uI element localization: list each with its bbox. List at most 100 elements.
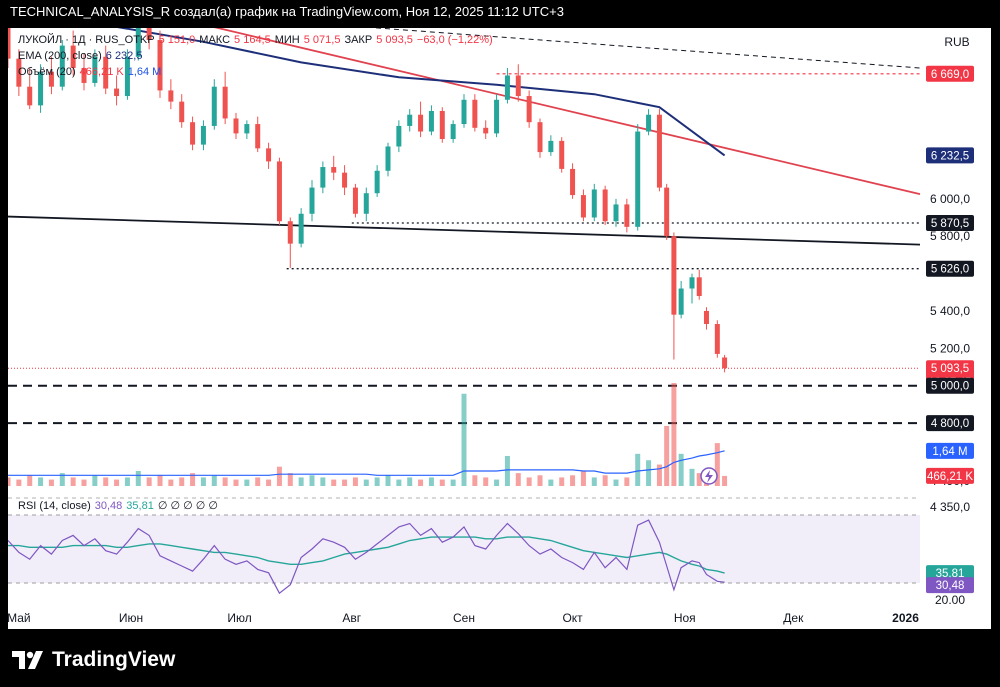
candle-body <box>580 195 586 218</box>
candle-body <box>103 56 109 89</box>
candle-body <box>613 204 619 222</box>
legend-vol-value: 466,21 K <box>79 66 124 78</box>
month-label: 2026 <box>892 611 919 625</box>
volume-bar <box>678 453 684 486</box>
month-label: Июн <box>119 611 143 625</box>
candle-body <box>168 90 174 102</box>
volume-bar <box>570 475 576 486</box>
price-badge-label: 5 093,5 <box>931 363 969 375</box>
volume-bar <box>211 475 217 486</box>
tradingview-brand[interactable]: TradingView <box>12 648 175 672</box>
candle-body <box>624 204 630 227</box>
legend-close: 5 093,5 <box>376 34 413 46</box>
legend-ema-label: EMA (200, close) <box>18 50 102 62</box>
legend-volume: Объём (20) 466,21 K 1,64 M <box>18 66 165 78</box>
volume-bar <box>287 473 293 486</box>
volume-bar <box>103 477 109 486</box>
volume-bar <box>363 479 369 486</box>
candle-body <box>298 213 304 244</box>
volume-bar <box>504 455 510 486</box>
candle-body <box>233 118 239 134</box>
candle-body <box>656 114 662 188</box>
month-label: Июл <box>227 611 251 625</box>
volume-bar <box>591 477 597 486</box>
candle-body <box>320 167 326 188</box>
legend-low-label: МИН <box>274 34 300 46</box>
volume-bar <box>635 453 641 486</box>
legend-high: 5 164,5 <box>234 34 271 46</box>
volume-bar <box>689 468 695 486</box>
volume-bar <box>428 477 434 486</box>
candle-body <box>591 189 597 218</box>
price-badge <box>926 377 974 394</box>
legend-rsi-value: 30,48 <box>94 500 123 512</box>
candle-body <box>526 96 532 123</box>
volume-bar <box>179 477 185 486</box>
candle-body <box>504 75 510 100</box>
volume-bar <box>418 479 424 486</box>
brand-name: TradingView <box>52 648 176 671</box>
candle-body <box>352 187 358 214</box>
volume-bar <box>580 470 586 486</box>
price-badge <box>926 260 974 277</box>
candle-body <box>255 124 261 149</box>
candle-body <box>450 124 456 140</box>
volume-bar <box>48 479 54 486</box>
candle-body <box>124 56 130 97</box>
volume-bar <box>168 479 174 486</box>
candle-body <box>244 124 250 134</box>
legend-vol-ma: 1,64 M <box>127 66 162 78</box>
volume-badge-label: 466,21 K <box>927 471 973 483</box>
volume-bar <box>483 477 489 486</box>
candle-body <box>70 45 76 68</box>
price-badge-label: 6 232,5 <box>931 150 969 162</box>
volume-bar <box>331 479 337 486</box>
candle-body <box>16 58 22 87</box>
volume-bar <box>124 477 130 486</box>
candle-body <box>190 122 196 145</box>
volume-bar <box>624 477 630 486</box>
legend-symbol: ЛУКОЙЛ · 1Д · RUS_OTKP <box>18 34 155 46</box>
price-badge <box>926 147 974 164</box>
volume-bar <box>613 479 619 486</box>
price-badge <box>926 415 974 432</box>
price-badge-label: 5 626,0 <box>931 264 969 276</box>
volume-bar <box>320 477 326 486</box>
volume-bar <box>450 479 456 486</box>
volume-bar <box>548 479 554 486</box>
price-tick-label: 5 200,0 <box>930 341 970 355</box>
volume-bar <box>233 479 239 486</box>
volume-bar <box>114 479 120 486</box>
price-badge-label: 5 000,0 <box>931 381 969 393</box>
volume-ma-line <box>8 450 725 476</box>
volume-bar <box>342 479 348 486</box>
volume-bar <box>461 393 467 486</box>
volume-bar <box>255 477 261 486</box>
candle-body <box>494 99 500 134</box>
month-label: Ноя <box>674 611 696 625</box>
volume-bar <box>494 479 500 486</box>
price-tick-label: 5 800,0 <box>930 229 970 243</box>
candle-body <box>396 125 402 147</box>
rsi-badge <box>926 577 974 594</box>
candle-body <box>92 56 98 83</box>
rsi-badge-label: 35,81 <box>936 568 965 580</box>
candle-body <box>114 88 120 97</box>
legend-rsi-label: RSI (14, close) <box>18 500 91 512</box>
candle-body <box>331 167 337 173</box>
volume-bar <box>298 477 304 486</box>
rsi-tick-label: 20.00 <box>935 593 965 607</box>
candle-body <box>714 324 720 354</box>
candle-body <box>570 168 576 196</box>
candle-body <box>537 122 543 153</box>
volume-bar <box>146 477 152 486</box>
candle-body <box>689 277 695 289</box>
candle-body <box>179 101 185 123</box>
volume-badge <box>926 442 974 459</box>
volume-bar <box>200 477 206 486</box>
legend-ema-value: 6 232,5 <box>105 50 143 62</box>
rsi-line <box>8 519 725 595</box>
volume-bar <box>27 475 33 486</box>
